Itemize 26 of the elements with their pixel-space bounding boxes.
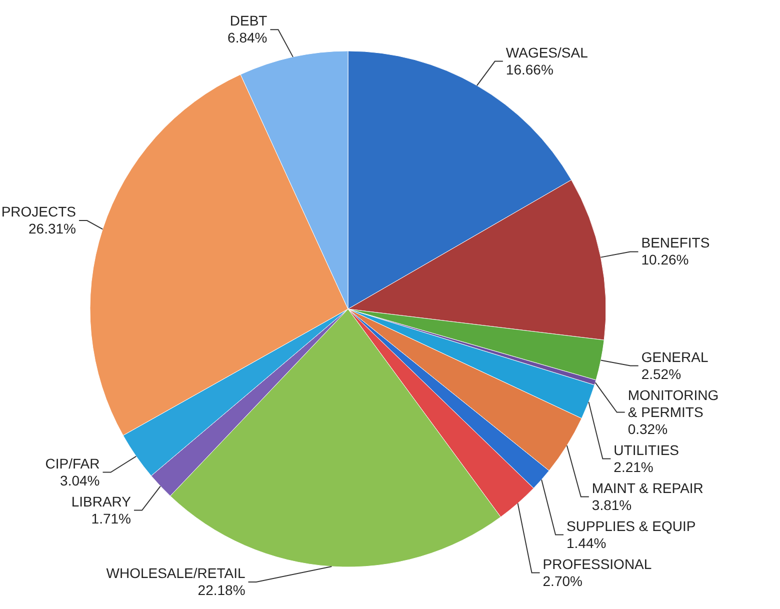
slice-label: PROJECTS bbox=[1, 204, 76, 220]
data-label: 1.44% bbox=[566, 534, 606, 551]
data-label: 1.71% bbox=[91, 510, 132, 526]
data-label: 2.21% bbox=[614, 458, 654, 475]
data-label: 3.04% bbox=[60, 472, 100, 488]
slice-label: GENERAL bbox=[641, 348, 708, 365]
data-label: 16.66% bbox=[506, 61, 554, 78]
data-label: 3.81% bbox=[592, 496, 632, 513]
slice-label: LIBRARY bbox=[71, 493, 132, 510]
data-label: 2.52% bbox=[641, 366, 682, 382]
slice-label: UTILITIES bbox=[614, 442, 680, 458]
data-label: 0.32% bbox=[628, 420, 668, 437]
slice-label: WHOLESALE/RETAIL bbox=[106, 565, 246, 581]
data-label: 10.26% bbox=[641, 252, 689, 268]
data-label: 26.31% bbox=[28, 220, 76, 237]
data-label: 6.84% bbox=[228, 30, 268, 46]
slice-label: MONITORING & PERMITS bbox=[628, 386, 719, 420]
slice-label: MAINT & REPAIR bbox=[592, 480, 704, 496]
data-label: 2.70% bbox=[542, 572, 582, 589]
slice-label: WAGES/SAL bbox=[506, 44, 588, 60]
slice-label: DEBT bbox=[230, 12, 268, 29]
slice-label: SUPPLIES & EQUIP bbox=[566, 518, 696, 534]
slice-label: CIP/FAR bbox=[45, 455, 100, 472]
slice-label: PROFESSIONAL bbox=[542, 556, 652, 572]
data-label: 22.18% bbox=[198, 582, 246, 598]
slice-label: BENEFITS bbox=[641, 234, 710, 251]
